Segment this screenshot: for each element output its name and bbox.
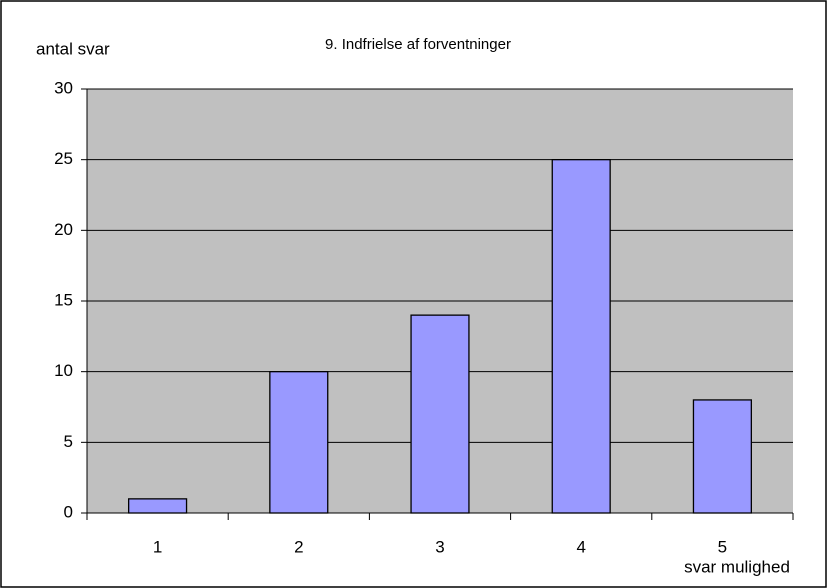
x-tick-label: 1 <box>153 537 162 556</box>
x-tick-label: 4 <box>576 537 585 556</box>
x-tick-label: 3 <box>435 537 444 556</box>
y-tick-label: 15 <box>54 290 73 309</box>
y-tick-label: 30 <box>54 78 73 97</box>
y-tick-label: 20 <box>54 220 73 239</box>
bar <box>410 314 470 514</box>
chart-title: 9. Indfrielse af forventninger <box>325 36 511 53</box>
y-tick-label: 0 <box>64 502 73 521</box>
x-axis-label: svar mulighed <box>684 557 790 576</box>
bar <box>692 399 752 514</box>
bar <box>128 498 188 514</box>
y-axis-label: antal svar <box>36 39 110 58</box>
y-tick-label: 10 <box>54 361 73 380</box>
bar <box>551 159 611 514</box>
y-tick-label: 5 <box>64 432 73 451</box>
bar <box>269 371 329 514</box>
x-tick-label: 5 <box>718 537 727 556</box>
y-tick-label: 25 <box>54 149 73 168</box>
x-tick-label: 2 <box>294 537 303 556</box>
